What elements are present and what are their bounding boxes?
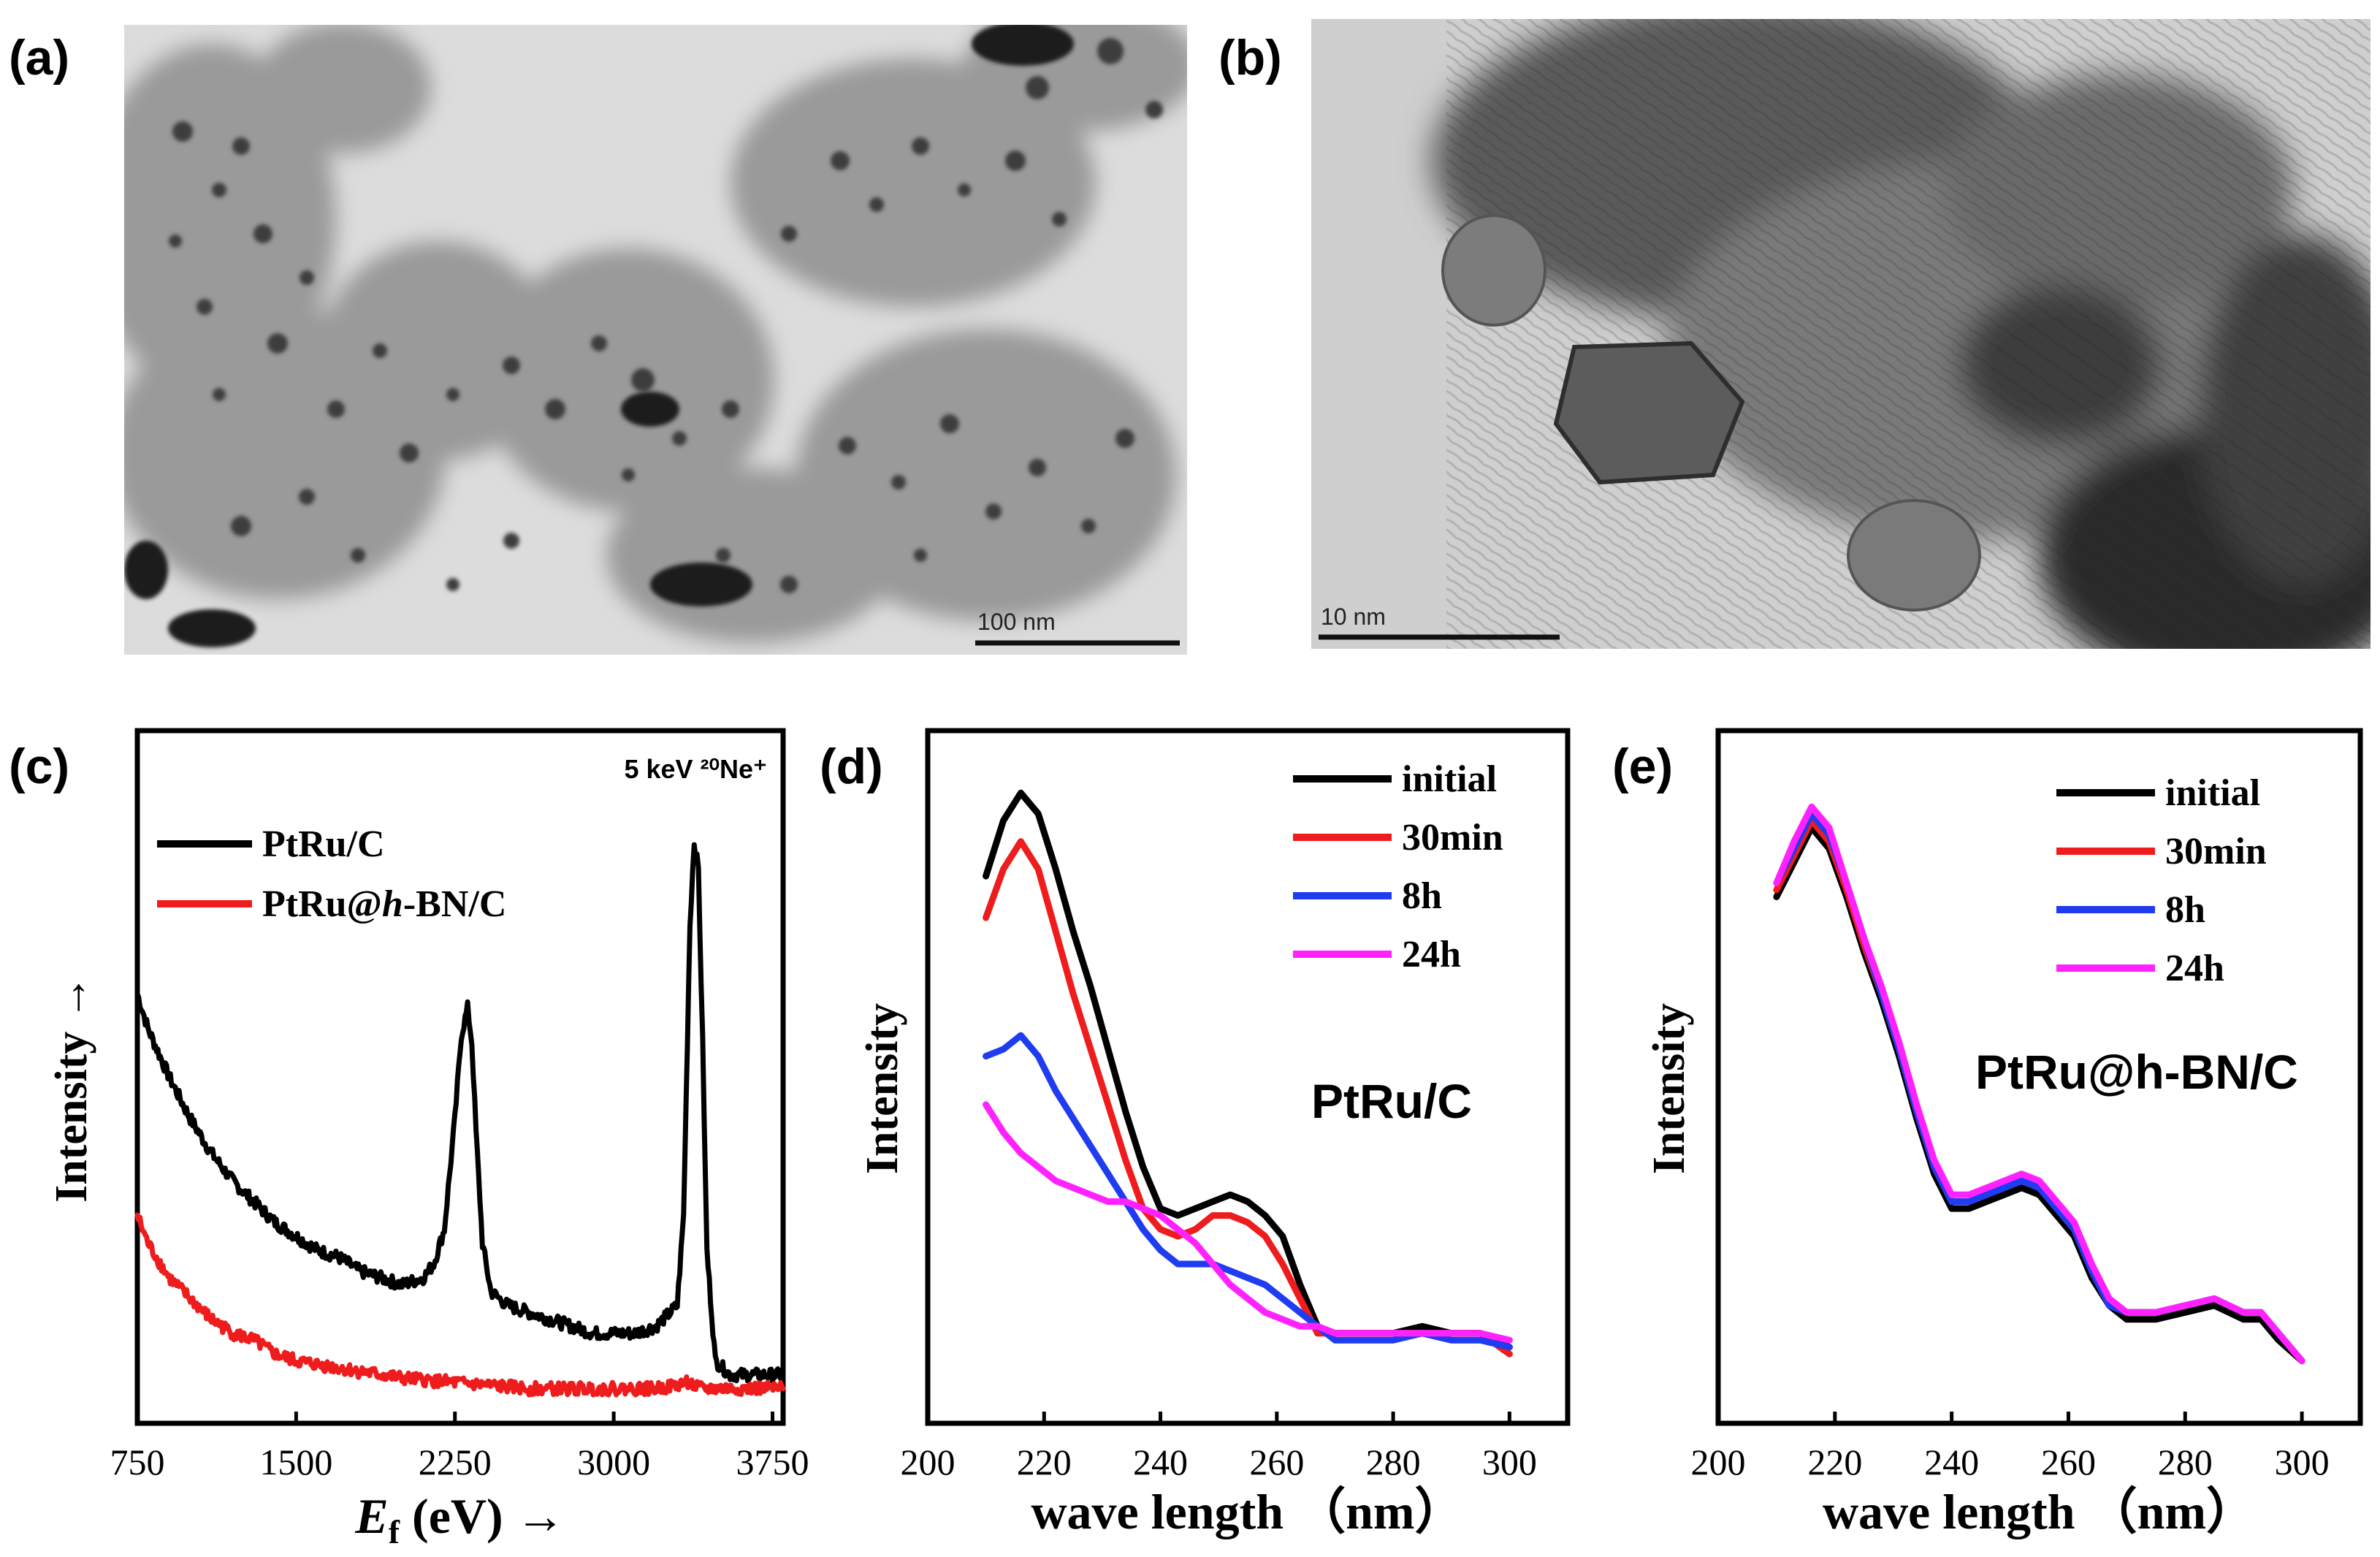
legend-label-d: 8h <box>1402 875 1442 917</box>
legend-label-d: initial <box>1402 758 1497 800</box>
legend-label-c: PtRu/C <box>262 823 385 865</box>
x-tick-label-d: 300 <box>1482 1442 1537 1482</box>
x-tick-label-d: 240 <box>1133 1442 1188 1482</box>
series-line-e-24h <box>1773 803 2305 1365</box>
legend-label-e: 24h <box>2165 948 2224 989</box>
x-tick-label-c: 3750 <box>736 1442 809 1482</box>
panel-label-c: (c) <box>9 739 70 794</box>
plot-frame-d <box>925 728 1571 1426</box>
legend-label-d: 30min <box>1402 817 1503 859</box>
plot-frame-e <box>1715 728 2363 1426</box>
panel-label-e: (e) <box>1612 739 1674 794</box>
legend-label-e: 8h <box>2165 889 2205 931</box>
annotation-d: PtRu/C <box>1311 1074 1472 1128</box>
tem-image-a: 100 nm <box>124 25 1187 655</box>
chart-d: 200 220 240 260 280 300 initial 30min 8h 24h PtRu/… <box>858 728 1571 1539</box>
chart-c: 750 1500 2250 3000 3750 PtRu/C PtRu@h-BN/C 5 ke… <box>47 728 809 1550</box>
x-tick-label-e: 260 <box>2041 1442 2096 1482</box>
scale-bar-label-b: 10 nm <box>1321 604 1386 630</box>
x-tick-label-d: 260 <box>1249 1442 1304 1482</box>
y-axis-label-c: Intensity → <box>47 975 96 1203</box>
chart-e: 200 220 240 260 280 300 initial 30min 8h 24h PtRu@… <box>1644 728 2363 1539</box>
x-tick-label-c: 1500 <box>259 1442 332 1482</box>
series-line-d-24h <box>983 1101 1513 1344</box>
x-tick-label-d: 200 <box>901 1442 956 1482</box>
x-tick-label-c: 3000 <box>577 1442 650 1482</box>
panel-label-b: (b) <box>1218 30 1282 85</box>
panel-label-a: (a) <box>9 30 70 85</box>
x-tick-label-e: 220 <box>1807 1442 1862 1482</box>
plot-frame-c <box>134 728 786 1426</box>
y-axis-label-e: Intensity <box>1644 1003 1694 1174</box>
annotation-e: PtRu@h-BN/C <box>1975 1045 2298 1099</box>
x-tick-label-c: 2250 <box>419 1442 492 1482</box>
series-line-c-ptruhbnc <box>134 1212 786 1398</box>
x-tick-label-d: 220 <box>1017 1442 1072 1482</box>
x-tick-label-c: 750 <box>110 1442 165 1482</box>
x-axis-label-d: wave length （nm） <box>1031 1484 1464 1539</box>
x-axis-label-e: wave length （nm） <box>1823 1484 2256 1539</box>
x-tick-label-e: 300 <box>2275 1442 2330 1482</box>
scale-bar-label-a: 100 nm <box>977 609 1056 635</box>
tem-image-b: 10 nm <box>1311 19 2371 649</box>
legend-label-e: 30min <box>2165 831 2267 872</box>
x-axis-label-c: Ef (eV) → <box>354 1488 565 1550</box>
panel-label-d: (d) <box>820 739 883 794</box>
y-axis-label-d: Intensity <box>858 1003 907 1174</box>
legend-label-c: PtRu@h-BN/C <box>262 883 506 925</box>
x-tick-label-e: 240 <box>1924 1442 1979 1482</box>
legend-label-e: initial <box>2165 772 2260 814</box>
annotation-c: 5 keV ²⁰Ne⁺ <box>624 754 767 784</box>
x-tick-label-d: 280 <box>1366 1442 1421 1482</box>
legend-label-d: 24h <box>1402 934 1461 975</box>
x-tick-label-e: 280 <box>2158 1442 2213 1482</box>
x-tick-label-e: 200 <box>1691 1442 1746 1482</box>
series-line-c-ptruc <box>134 842 786 1384</box>
